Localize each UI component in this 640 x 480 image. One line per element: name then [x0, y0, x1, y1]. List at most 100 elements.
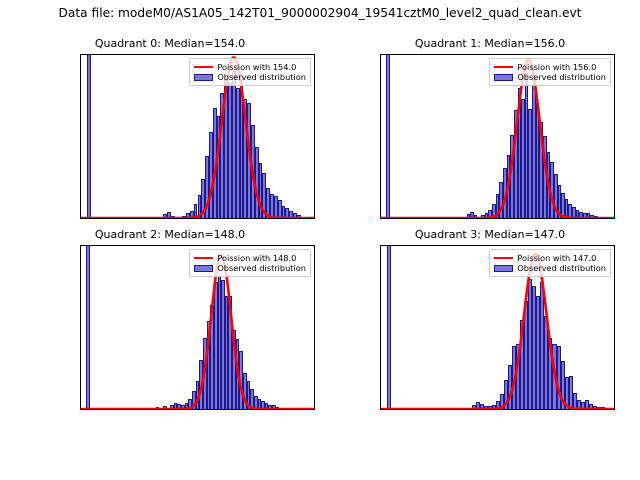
legend-line-swatch — [194, 256, 214, 259]
histogram-bar — [556, 345, 561, 409]
histogram-bar — [201, 179, 206, 218]
histogram-bar — [184, 402, 189, 409]
histogram-bar — [166, 212, 171, 218]
legend-entry-label: Observed distribution — [217, 72, 306, 82]
poisson-curve — [381, 58, 614, 218]
x-axis-tick — [223, 409, 224, 410]
histogram-bar — [576, 399, 581, 409]
subplot-quadrant-3: Quadrant 3: Median=147.0 010020030005010… — [350, 228, 630, 438]
x-axis-tick — [230, 218, 231, 219]
y-axis-tick — [380, 127, 381, 128]
x-axis-tick — [538, 409, 539, 410]
histogram-bar — [553, 173, 558, 218]
x-axis-tick — [314, 409, 315, 410]
legend[interactable]: Poission with 147.0 Observed distribution — [489, 249, 611, 277]
x-axis-tick — [182, 218, 183, 219]
histogram-bar — [475, 402, 480, 409]
histogram-bar — [528, 279, 533, 409]
histogram-bar — [192, 391, 196, 409]
histogram-bar — [246, 381, 251, 409]
histogram-bar — [208, 132, 213, 218]
histogram-bar — [473, 215, 478, 218]
y-axis-tick — [380, 218, 381, 219]
histogram-bar — [205, 155, 209, 218]
y-axis-tick — [380, 173, 381, 174]
x-axis-tick — [134, 218, 135, 219]
histogram-bar — [243, 98, 248, 218]
histogram-bar — [387, 246, 392, 409]
histogram-bar — [484, 213, 489, 218]
x-axis-tick — [132, 409, 133, 410]
legend[interactable]: Poission with 156.0 Observed distribution — [489, 58, 611, 86]
subplot-quadrant-2: Quadrant 2: Median=148.0 010020030005010… — [30, 228, 315, 438]
histogram-bar — [561, 192, 565, 218]
plot-area — [381, 246, 614, 409]
histogram-bar — [272, 404, 276, 409]
x-axis-tick — [387, 409, 388, 410]
x-axis-tick — [568, 218, 569, 219]
histogram-bar — [270, 194, 274, 218]
histogram-bar — [492, 204, 496, 218]
legend-entry: Poission with 147.0 — [493, 253, 606, 264]
histogram-bar — [483, 405, 488, 409]
legend-entry: Observed distribution — [493, 72, 606, 83]
histogram-bar — [568, 376, 573, 409]
histogram-bar — [268, 405, 273, 409]
histogram-bar — [568, 204, 573, 218]
legend[interactable]: Poission with 154.0 Observed distribution — [189, 58, 311, 86]
histogram-bar — [162, 406, 167, 409]
histogram-bar — [583, 213, 587, 218]
legend-patch-swatch — [194, 73, 214, 81]
legend-entry: Observed distribution — [493, 263, 606, 274]
y-axis-tick — [380, 323, 381, 324]
histogram-bar — [504, 379, 509, 409]
histogram-bar — [285, 207, 290, 218]
histogram-bar — [289, 211, 293, 218]
poisson-curve — [81, 56, 314, 218]
histogram-bar — [584, 400, 589, 409]
histogram-bar — [579, 211, 584, 218]
histogram-bar — [261, 400, 265, 409]
histogram-bar — [243, 373, 247, 409]
y-axis-tick — [80, 218, 81, 219]
histogram-bar — [257, 399, 262, 409]
histogram-bar — [292, 213, 297, 218]
axes-quadrant-0: 0100200300050100150200Poission with 154.… — [80, 54, 315, 219]
legend[interactable]: Poission with 148.0 Observed distribution — [189, 249, 311, 277]
axes-quadrant-3: 0100200300050100150200Poission with 147.… — [380, 245, 615, 410]
y-axis-tick — [80, 171, 81, 172]
x-axis-tick — [523, 218, 524, 219]
legend-entry-label: Observed distribution — [517, 72, 606, 82]
axes-quadrant-1: 0100200300050100150200250Poission with 1… — [380, 54, 615, 219]
x-axis-tick — [614, 218, 615, 219]
histogram-bar — [250, 389, 254, 409]
histogram-bar — [517, 87, 522, 218]
legend-line-swatch — [194, 65, 214, 68]
histogram-bar — [296, 215, 301, 218]
plot-area — [81, 246, 314, 409]
legend-entry: Poission with 148.0 — [193, 253, 306, 264]
histogram-bar — [521, 99, 525, 218]
histogram-bar — [592, 405, 597, 409]
x-axis-tick — [268, 409, 269, 410]
legend-entry-label: Poission with 156.0 — [517, 61, 597, 72]
histogram-bar — [277, 200, 282, 218]
histogram-bar — [173, 402, 178, 409]
poisson-curve — [81, 253, 314, 409]
legend-entry-label: Poission with 147.0 — [517, 252, 597, 263]
histogram-bar — [235, 87, 240, 218]
legend-patch-swatch — [494, 73, 514, 81]
histogram-bar — [479, 403, 484, 409]
histogram-bar — [193, 203, 198, 218]
histogram-bar — [572, 392, 577, 409]
histogram-bar — [170, 404, 174, 409]
y-axis-tick — [380, 409, 381, 410]
histogram-bar — [281, 205, 286, 218]
legend-entry: Poission with 154.0 — [193, 62, 306, 73]
histogram-bar — [163, 213, 167, 218]
legend-patch-swatch — [194, 264, 214, 272]
histogram-bar — [532, 286, 537, 409]
histogram-bar — [557, 185, 562, 218]
y-axis-tick — [380, 82, 381, 83]
